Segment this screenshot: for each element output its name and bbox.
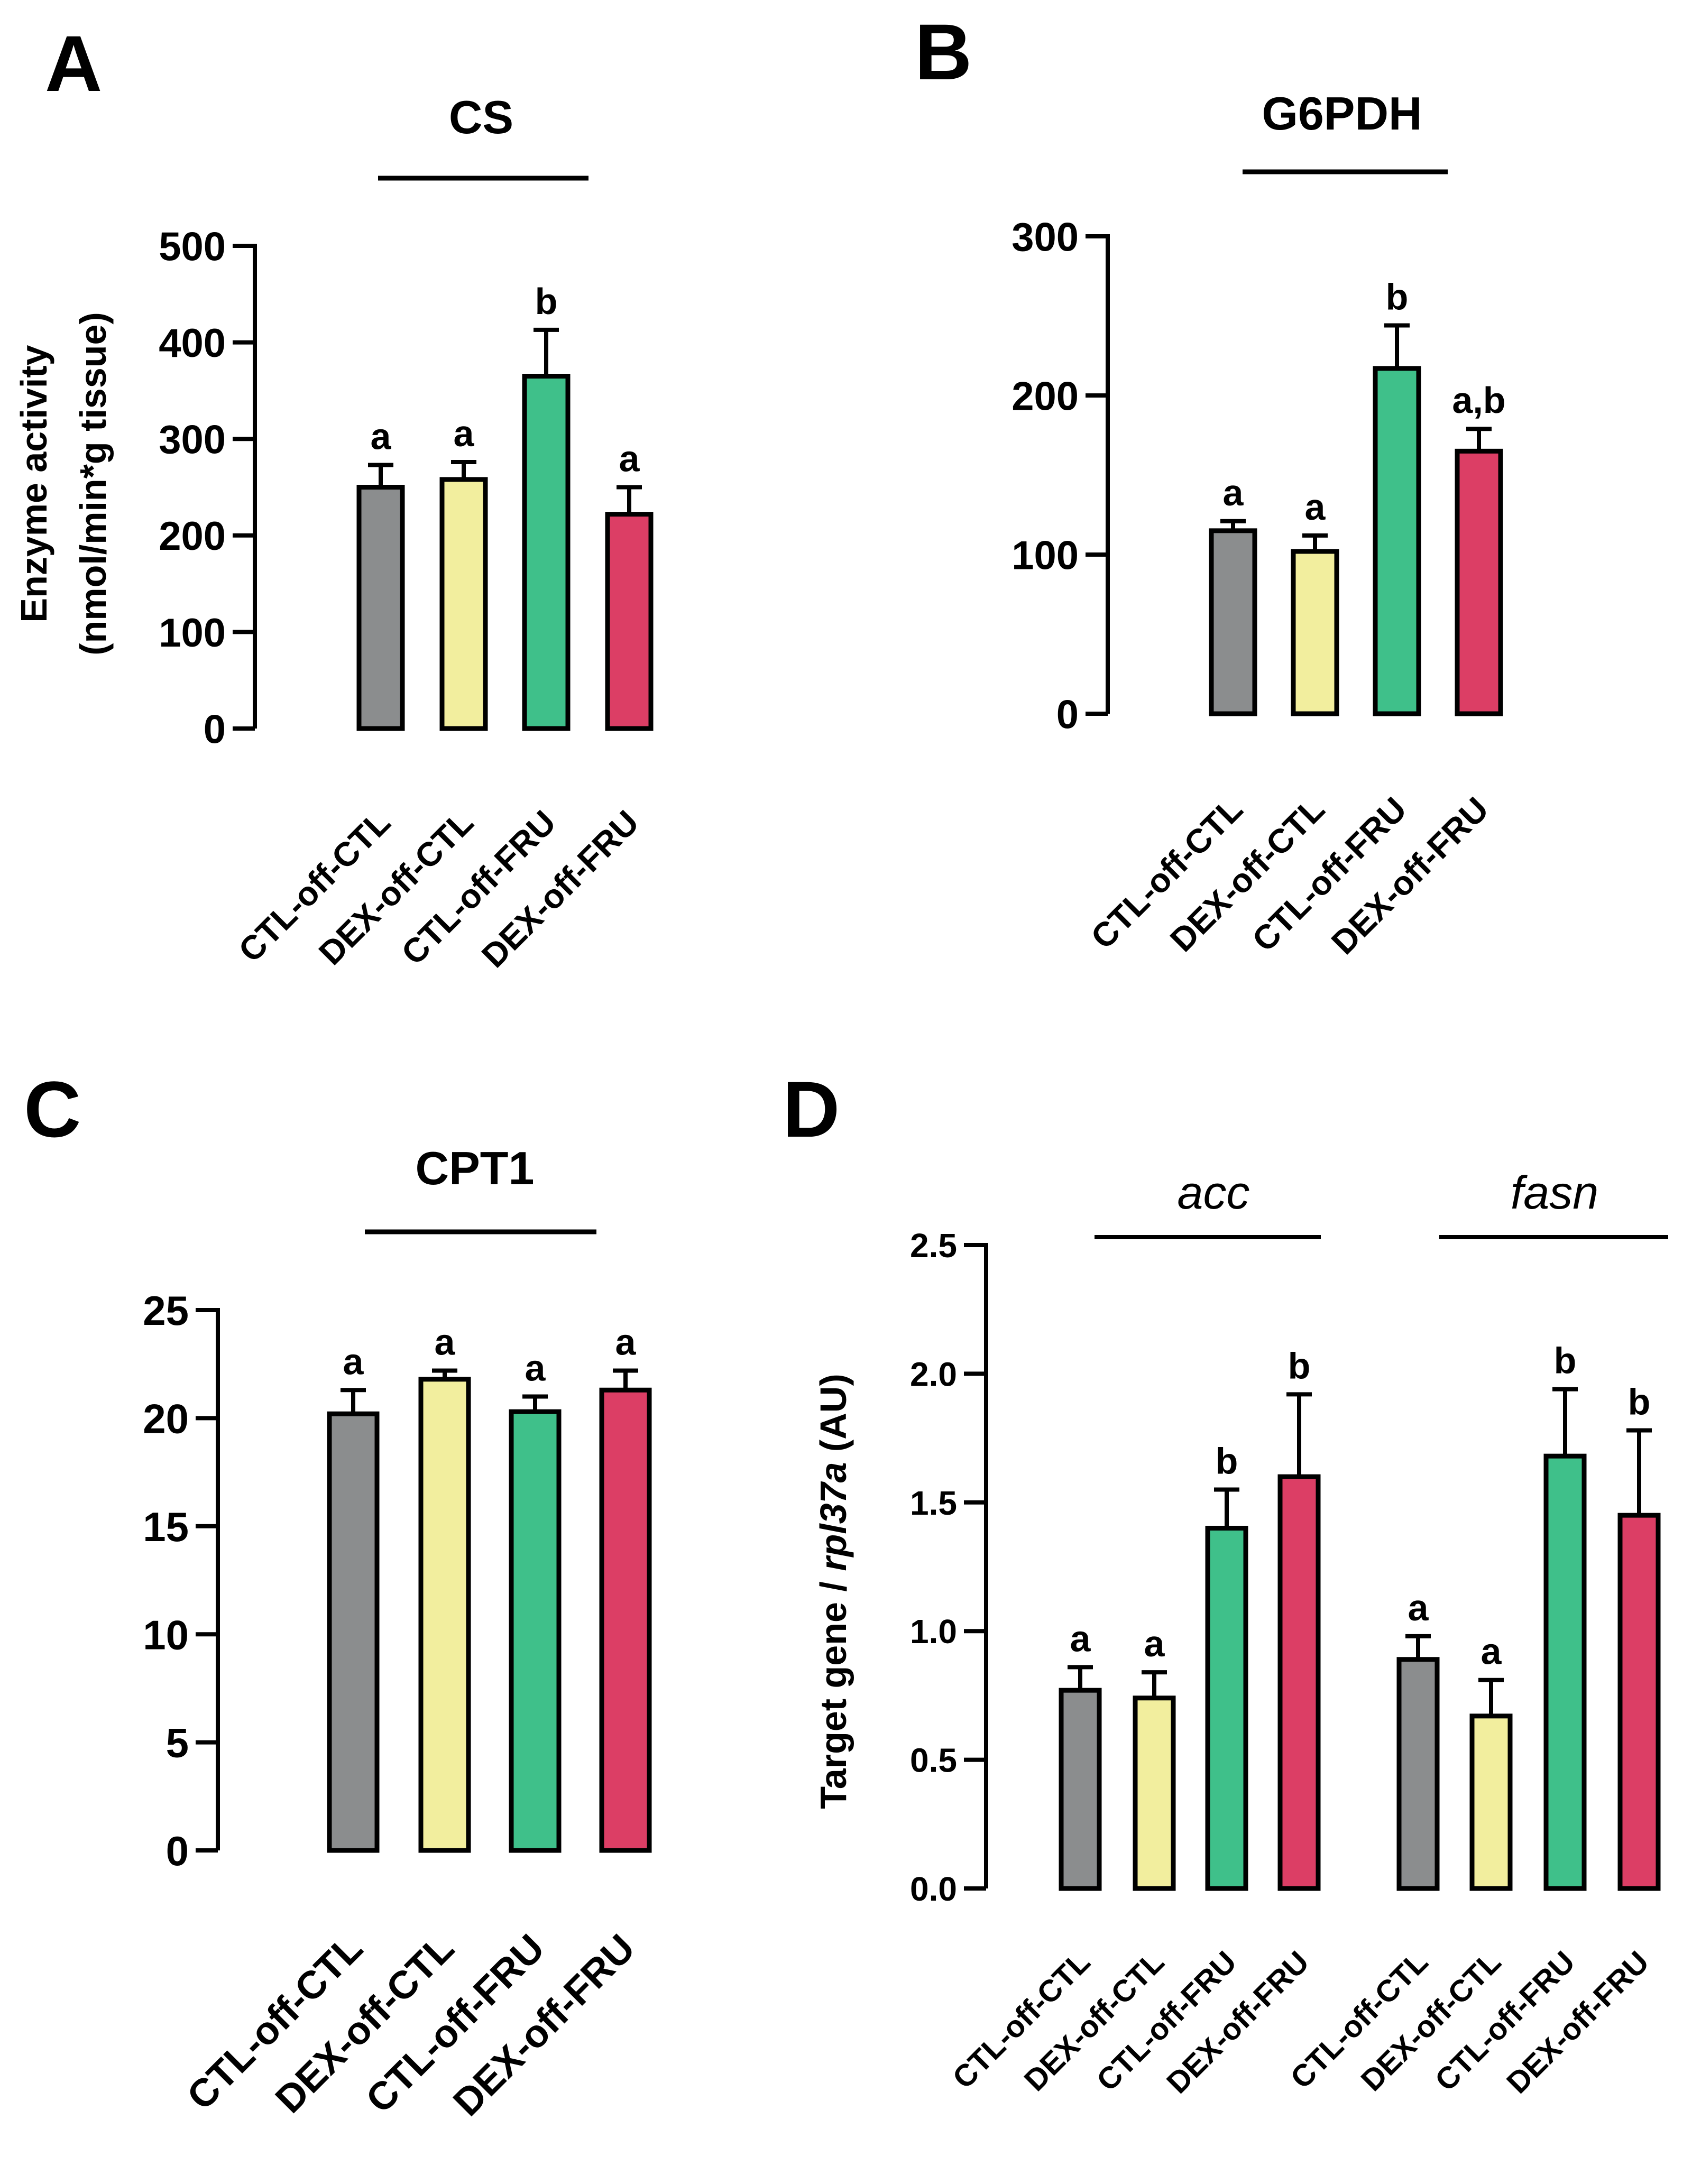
panel-letter-a: A <box>45 19 102 108</box>
significance-label: a <box>435 1321 456 1362</box>
bar-dex-off-ctl <box>1291 549 1339 716</box>
y-tick-label: 20 <box>143 1395 189 1442</box>
y-tick-label: 1.0 <box>910 1612 957 1651</box>
ylabel-a-line2: (nmol/min*g tissue) <box>72 312 114 655</box>
y-tick-label: 500 <box>159 224 226 269</box>
significance-label: a <box>1144 1623 1165 1664</box>
panel-letter-c: C <box>24 1065 81 1154</box>
significance-label: a <box>619 438 640 480</box>
significance-label: a <box>1481 1631 1502 1672</box>
panel-letter-d: D <box>783 1065 840 1154</box>
y-tick-label: 0.5 <box>910 1741 957 1780</box>
bar-ctl-off-ctl <box>1209 528 1257 716</box>
y-tick-label: 2.0 <box>910 1355 957 1393</box>
significance-label: b <box>1628 1381 1651 1422</box>
bar-ctl-off-ctl <box>356 485 405 731</box>
y-tick-label: 200 <box>159 514 226 559</box>
bar-dex-off-ctl <box>1133 1695 1176 1891</box>
bar-ctl-off-ctl <box>1059 1688 1102 1891</box>
significance-label: a <box>371 416 392 457</box>
y-tick-label: 0 <box>1056 692 1079 737</box>
y-tick-label: 15 <box>143 1504 189 1550</box>
bar-ctl-off-fru <box>509 1409 562 1853</box>
group-title-acc: acc <box>1178 1166 1250 1219</box>
bar-ctl-off-fru <box>522 374 571 731</box>
panel-c: C CPT1 0510152025aCTL-off-CTLaDEX-off-CT… <box>24 1065 652 2124</box>
y-tick-label: 0.0 <box>910 1870 957 1908</box>
y-tick-label: 5 <box>166 1720 189 1766</box>
bar-dex-off-ctl <box>439 477 488 731</box>
bar-dex-off-fru <box>605 512 654 731</box>
bar-dex-off-ctl <box>418 1377 471 1853</box>
y-tick-label: 400 <box>159 321 226 366</box>
significance-label: a <box>1408 1587 1429 1628</box>
bar-chart-a: 0100200300400500aCTL-off-CTLaDEX-off-CTL… <box>159 224 654 975</box>
panel-letter-b: B <box>915 7 972 96</box>
y-tick-label: 2.5 <box>910 1227 957 1265</box>
bar-dex-off-fru <box>599 1387 652 1853</box>
significance-label: b <box>1386 277 1409 318</box>
ylabel-d-prefix: Target gene / <box>813 1571 854 1809</box>
panel-b: B G6PDH 0100200300aCTL-off-CTLaDEX-off-C… <box>915 7 1506 962</box>
significance-label: a <box>1070 1618 1091 1659</box>
ylabel-d-gene: rpl37a <box>813 1462 854 1571</box>
chart-title-c: CPT1 <box>416 1142 535 1194</box>
bar-ctl-off-fru <box>1373 366 1421 716</box>
chart-title-b: G6PDH <box>1262 87 1422 140</box>
significance-label: b <box>1288 1345 1311 1386</box>
y-tick-label: 1.5 <box>910 1484 957 1522</box>
significance-label: a <box>615 1321 637 1362</box>
significance-label: a <box>525 1348 546 1389</box>
y-tick-label: 10 <box>143 1611 189 1658</box>
y-tick-label: 100 <box>1011 533 1079 578</box>
significance-label: a <box>1305 486 1326 528</box>
bar-chart-b: 0100200300aCTL-off-CTLaDEX-off-CTLbCTL-o… <box>1011 215 1505 962</box>
bar-ctl-off-ctl <box>1396 1657 1440 1891</box>
group-title-fasn: fasn <box>1511 1166 1598 1219</box>
ylabel-d: Target gene / rpl37a (AU) <box>813 1374 854 1809</box>
y-tick-label: 0 <box>204 707 226 752</box>
significance-label: a <box>1223 472 1244 513</box>
y-tick-label: 300 <box>159 418 226 463</box>
panel-d: D acc fasn Target gene / rpl37a (AU) 0.0… <box>783 1065 1668 2100</box>
bar-dex-off-fru <box>1617 1513 1661 1891</box>
ylabel-a-line1: Enzyme activity <box>13 345 54 622</box>
y-tick-label: 100 <box>159 611 226 656</box>
bar-chart-d: 0.00.51.01.52.02.5aCTL-off-CTLaDEX-off-C… <box>910 1227 1661 2100</box>
y-tick-label: 25 <box>143 1287 189 1334</box>
bar-ctl-off-fru <box>1205 1525 1248 1891</box>
bar-ctl-off-fru <box>1543 1453 1587 1891</box>
y-tick-label: 300 <box>1011 215 1079 260</box>
bar-ctl-off-ctl <box>327 1411 380 1853</box>
bar-dex-off-ctl <box>1469 1713 1513 1891</box>
y-tick-label: 0 <box>166 1828 189 1874</box>
bar-dex-off-fru <box>1455 448 1503 716</box>
significance-label: b <box>1554 1340 1577 1381</box>
ylabel-d-suffix: (AU) <box>813 1374 854 1462</box>
significance-label: b <box>535 281 558 322</box>
chart-title-a: CS <box>449 91 513 143</box>
significance-label: a,b <box>1452 380 1505 421</box>
significance-label: a <box>454 413 475 454</box>
panel-a: A CS Enzyme activity (nmol/min*g tissue)… <box>13 19 654 975</box>
bar-dex-off-fru <box>1277 1474 1321 1891</box>
significance-label: a <box>343 1341 364 1382</box>
y-tick-label: 200 <box>1011 374 1079 419</box>
bar-chart-c: 0510152025aCTL-off-CTLaDEX-off-CTLaCTL-o… <box>143 1287 652 2124</box>
significance-label: b <box>1216 1440 1238 1481</box>
